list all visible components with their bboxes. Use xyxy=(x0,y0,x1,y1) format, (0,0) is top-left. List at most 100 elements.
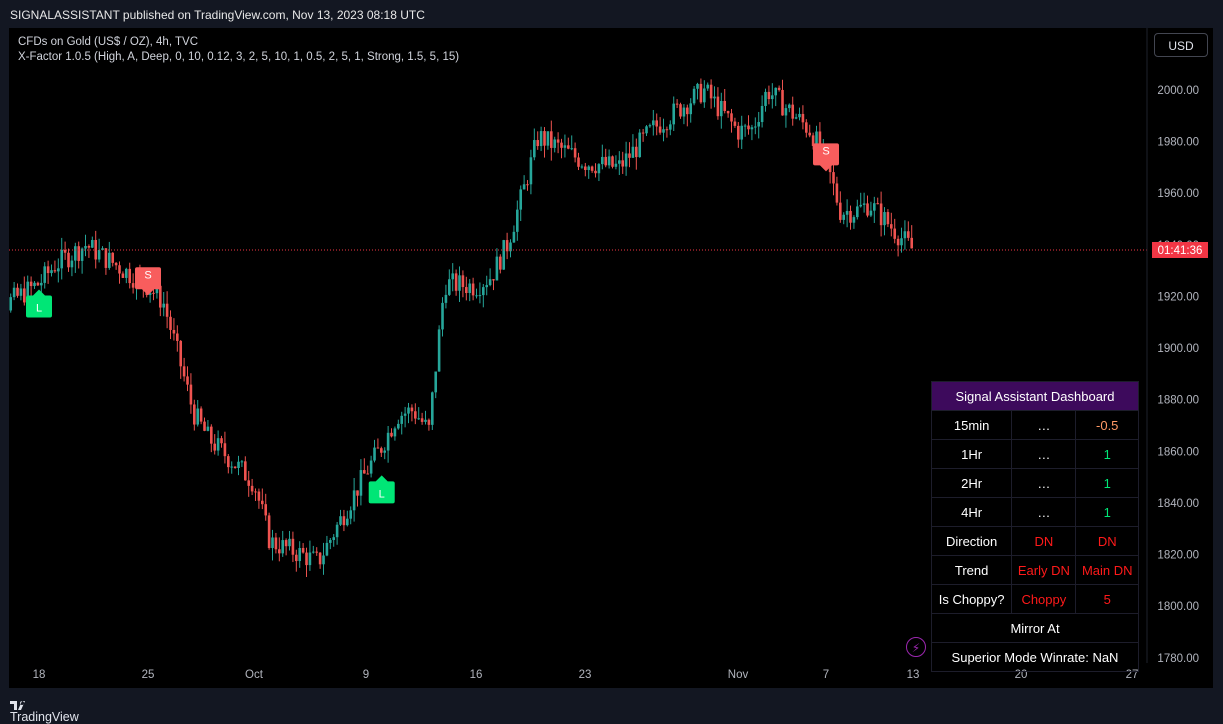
chart-panel[interactable]: 2020.002000.001980.001960.001940.001920.… xyxy=(9,28,1213,688)
candle xyxy=(696,82,699,100)
candle xyxy=(601,144,604,170)
currency-button[interactable]: USD xyxy=(1154,33,1208,57)
candle xyxy=(264,493,268,521)
candle xyxy=(471,277,475,301)
candle xyxy=(784,104,788,128)
footer: TradingView xyxy=(0,688,1223,724)
candle xyxy=(896,235,900,257)
candle xyxy=(611,155,614,169)
candle xyxy=(53,260,57,274)
candle xyxy=(590,165,594,173)
candle xyxy=(597,163,601,182)
candle xyxy=(298,541,302,568)
candle xyxy=(349,506,353,525)
lightning-icon[interactable]: ⚡ xyxy=(906,637,926,657)
candle xyxy=(604,148,608,168)
candle xyxy=(240,459,244,467)
price-tick-label: 1980.00 xyxy=(1157,137,1199,149)
candle xyxy=(247,470,251,497)
candle xyxy=(699,78,703,104)
candle xyxy=(284,538,288,556)
candle xyxy=(798,107,801,121)
candle xyxy=(771,83,774,109)
price-tick-label: 1960.00 xyxy=(1157,188,1199,200)
candle xyxy=(886,209,890,228)
candle xyxy=(9,293,13,313)
candle xyxy=(397,419,400,430)
candle xyxy=(451,263,455,292)
candle xyxy=(322,542,325,575)
candle xyxy=(74,242,77,273)
chart-legend: CFDs on Gold (US$ / OZ), 4h, TVC X-Facto… xyxy=(18,35,459,65)
candle xyxy=(63,241,67,260)
price-chart[interactable]: 2020.002000.001980.001960.001940.001920.… xyxy=(9,28,1213,688)
candle xyxy=(393,426,397,441)
candle xyxy=(720,92,723,129)
candle xyxy=(448,269,451,296)
candle xyxy=(118,261,121,284)
candle xyxy=(482,284,485,308)
candle xyxy=(505,232,509,260)
candle xyxy=(716,87,720,120)
dashboard-row-status: … xyxy=(1011,468,1077,498)
price-tick-label: 1800.00 xyxy=(1157,601,1199,613)
dashboard-row: 15min… -0.5 xyxy=(930,410,1139,440)
candle xyxy=(70,255,74,277)
candle xyxy=(250,478,254,496)
candle xyxy=(733,117,737,128)
candle xyxy=(386,425,390,463)
candle xyxy=(621,151,625,174)
candle xyxy=(274,532,278,554)
candle xyxy=(254,488,257,501)
candle xyxy=(499,254,502,274)
candle xyxy=(80,247,84,274)
time-tick-label: 16 xyxy=(470,669,483,681)
signal-label: S xyxy=(822,145,829,157)
candle xyxy=(706,82,710,91)
candle xyxy=(84,234,87,257)
candle xyxy=(709,79,713,109)
candle xyxy=(36,281,40,286)
signal-dashboard: Signal Assistant Dashboard 15min… -0.5 1Hr… xyxy=(930,381,1139,672)
candle xyxy=(648,123,652,128)
tradingview-brand: TradingView xyxy=(10,710,79,724)
candle xyxy=(781,79,784,116)
candle xyxy=(652,109,655,136)
candle xyxy=(40,274,43,294)
signal-markers: L S L S xyxy=(26,143,839,504)
candle xyxy=(403,406,407,428)
candle xyxy=(288,530,291,551)
candle xyxy=(414,403,417,425)
candle xyxy=(869,201,873,218)
candle xyxy=(475,288,478,299)
candle xyxy=(692,85,696,106)
candle xyxy=(57,258,60,283)
candle xyxy=(641,128,645,142)
candle xyxy=(614,155,618,170)
time-tick-label: 7 xyxy=(823,669,829,681)
candle xyxy=(679,102,682,119)
candle xyxy=(662,118,665,142)
price-tick-label: 1840.00 xyxy=(1157,498,1199,510)
candle xyxy=(305,547,308,578)
candle xyxy=(60,237,64,280)
candle xyxy=(461,270,465,298)
candle xyxy=(46,260,50,284)
price-axis: 2020.002000.001980.001960.001940.001920.… xyxy=(1146,28,1208,665)
candle xyxy=(196,400,200,427)
dashboard-row-status: Choppy xyxy=(1011,584,1077,614)
candle xyxy=(227,454,230,474)
candle xyxy=(655,113,659,136)
candle xyxy=(845,199,849,228)
candle xyxy=(536,131,540,150)
candle xyxy=(631,134,635,158)
candle xyxy=(801,105,805,130)
candle xyxy=(441,297,444,337)
dashboard-row-label: Trend xyxy=(930,555,1013,585)
tradingview-logo[interactable]: TradingView xyxy=(10,699,79,724)
candle xyxy=(533,128,536,161)
candle xyxy=(410,404,414,422)
candle xyxy=(16,283,19,298)
candle xyxy=(573,142,577,163)
candle xyxy=(516,200,519,241)
